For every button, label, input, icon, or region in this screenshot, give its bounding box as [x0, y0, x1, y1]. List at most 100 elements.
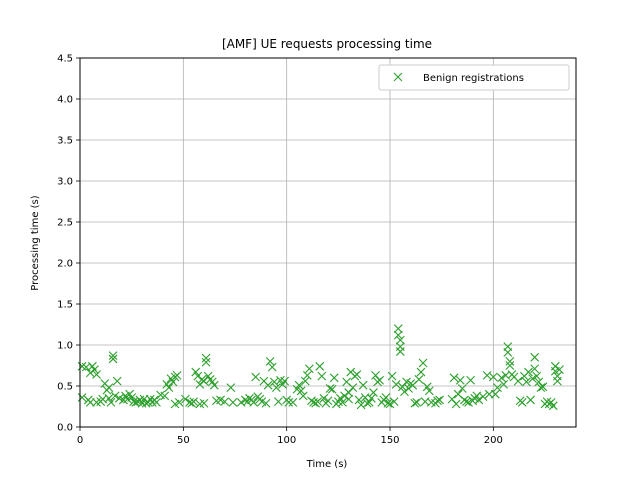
- data-point: [435, 395, 444, 405]
- data-point: [90, 365, 99, 374]
- data-point: [474, 395, 484, 405]
- data-point: [381, 393, 391, 402]
- data-point: [433, 396, 442, 406]
- data-point: [317, 371, 327, 381]
- data-point: [553, 376, 562, 386]
- y-tick-label: 0.0: [57, 423, 73, 434]
- data-point: [364, 398, 374, 407]
- data-point: [226, 383, 236, 393]
- y-tick-label: 4.0: [57, 95, 73, 106]
- y-tick-label: 3.0: [57, 177, 73, 188]
- data-point: [505, 361, 515, 370]
- y-tick-label: 4.5: [57, 54, 73, 65]
- data-point: [369, 388, 378, 397]
- data-point: [530, 364, 540, 374]
- data-point: [174, 398, 184, 407]
- data-point: [160, 391, 170, 401]
- data-point: [338, 398, 347, 407]
- data-point: [493, 383, 502, 393]
- data-point: [77, 393, 87, 402]
- data-point: [395, 335, 405, 345]
- data-point: [92, 370, 101, 379]
- y-tick-label: 1.5: [57, 300, 73, 311]
- data-point: [228, 398, 238, 407]
- data-point: [532, 371, 542, 381]
- data-point: [526, 395, 535, 405]
- data-point: [362, 398, 372, 408]
- data-point: [261, 398, 271, 408]
- legend-label: Benign registrations: [423, 73, 524, 84]
- data-point: [181, 394, 190, 404]
- data-point: [220, 397, 230, 406]
- x-tick-label: 0: [77, 435, 83, 446]
- data-point: [313, 397, 323, 406]
- data-point: [85, 398, 95, 407]
- data-point: [201, 353, 211, 363]
- data-point: [385, 399, 395, 409]
- data-point: [172, 370, 182, 380]
- legend-marker-x: [393, 72, 403, 82]
- data-point: [191, 367, 201, 377]
- x-axis-ticks: 0 50 100 150 200: [77, 427, 503, 446]
- data-point: [522, 377, 531, 387]
- x-tick-label: 50: [177, 435, 190, 446]
- data-point: [127, 393, 137, 402]
- x-tick-label: 150: [380, 435, 399, 446]
- data-point: [534, 377, 544, 387]
- data-point: [524, 367, 533, 377]
- data-point: [455, 375, 465, 385]
- data-point: [104, 393, 114, 403]
- data-point: [505, 357, 515, 366]
- data-point: [315, 361, 325, 371]
- data-point: [457, 384, 467, 393]
- data-point: [348, 383, 358, 393]
- data-point: [199, 376, 209, 386]
- data-point: [449, 373, 459, 383]
- data-point: [400, 387, 409, 397]
- data-point: [412, 398, 422, 407]
- data-point: [517, 398, 527, 407]
- data-point: [393, 324, 403, 333]
- data-point: [344, 388, 354, 397]
- y-tick-label: 2.0: [57, 259, 73, 270]
- y-tick-label: 3.5: [57, 136, 73, 147]
- data-point: [104, 383, 114, 393]
- data-point: [280, 376, 289, 386]
- data-point: [298, 391, 308, 401]
- data-point: [358, 380, 368, 390]
- data-point: [305, 364, 314, 374]
- data-point: [499, 379, 509, 389]
- y-tick-label: 0.5: [57, 382, 73, 393]
- data-point: [325, 384, 335, 393]
- data-point: [528, 374, 537, 384]
- data-point: [491, 389, 500, 399]
- data-point: [201, 357, 211, 367]
- data-point: [195, 379, 205, 389]
- data-point: [274, 397, 283, 406]
- data-point: [267, 362, 277, 372]
- chart-title: [AMF] UE requests processing time: [222, 37, 432, 51]
- data-point: [497, 373, 506, 383]
- y-tick-label: 2.5: [57, 218, 73, 229]
- data-point: [249, 398, 258, 407]
- data-point: [271, 383, 281, 393]
- data-point: [503, 347, 513, 357]
- data-point: [513, 376, 523, 386]
- data-point: [108, 354, 118, 364]
- data-point: [106, 398, 116, 407]
- data-point: [466, 375, 475, 385]
- data-point: [288, 398, 298, 407]
- data-point: [168, 377, 178, 387]
- data-point: [199, 398, 209, 408]
- data-point: [189, 397, 199, 406]
- data-point: [327, 384, 337, 394]
- data-point: [555, 365, 564, 374]
- data-point: [251, 372, 261, 382]
- x-axis-label: Time (s): [306, 459, 348, 470]
- data-point: [391, 379, 401, 389]
- data-point: [352, 370, 362, 379]
- data-point: [548, 401, 558, 411]
- data-point: [265, 357, 275, 366]
- data-point: [478, 392, 488, 402]
- data-point: [193, 371, 203, 381]
